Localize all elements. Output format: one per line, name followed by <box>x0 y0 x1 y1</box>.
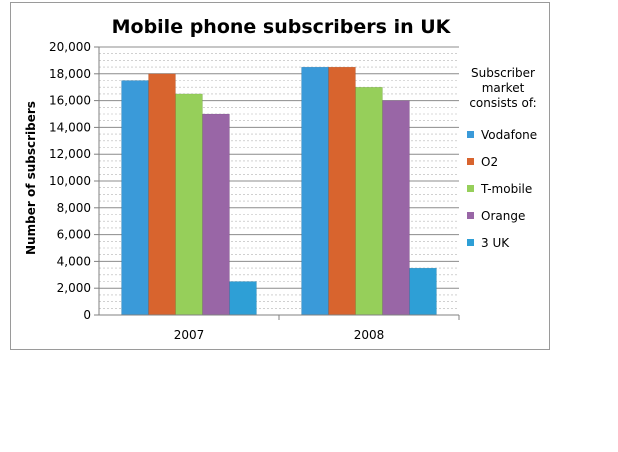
bar-3-uk-2007 <box>229 281 257 316</box>
legend-swatch <box>467 131 474 138</box>
bar-chart: Mobile phone subscribers in UK Number of… <box>24 16 537 342</box>
y-tick-label: 6,000 <box>57 228 91 242</box>
bar-vodafone-2007 <box>121 80 149 316</box>
legend-entry: T-mobile <box>480 182 532 196</box>
axes: 0 2,000 4,000 6,000 8,000 10,000 12,000 14,000 1… <box>49 40 460 342</box>
legend-entry: Vodafone <box>481 128 537 142</box>
legend-entry: O2 <box>481 155 498 169</box>
legend-swatch <box>467 185 474 192</box>
x-tick-label: 2008 <box>354 328 385 342</box>
chart-frame: Mobile phone subscribers in UK Number of… <box>10 2 550 350</box>
y-tick-label: 8,000 <box>57 201 91 215</box>
legend-title-line: Subscriber <box>471 66 535 80</box>
legend-swatch <box>467 239 474 246</box>
y-tick-label: 16,000 <box>49 94 91 108</box>
legend-title-line: market <box>482 81 525 95</box>
bar-o2-2008 <box>328 66 356 316</box>
bar-3-uk-2008 <box>409 267 437 316</box>
bar-t-mobile-2008 <box>355 86 383 316</box>
y-tick-label: 18,000 <box>49 67 91 81</box>
x-tick-label: 2007 <box>174 328 205 342</box>
y-tick-label: 0 <box>83 308 91 322</box>
bar-orange-2008 <box>382 100 410 316</box>
y-tick-label: 10,000 <box>49 174 91 188</box>
legend-swatch <box>467 212 474 219</box>
legend-entry: 3 UK <box>481 236 510 250</box>
bars <box>121 66 437 316</box>
y-tick-label: 12,000 <box>49 147 91 161</box>
bar-vodafone-2008 <box>301 66 329 316</box>
y-tick-label: 2,000 <box>57 281 91 295</box>
y-tick-label: 14,000 <box>49 120 91 134</box>
legend-entry: Orange <box>481 209 525 223</box>
bar-o2-2007 <box>148 73 176 316</box>
y-tick-label: 20,000 <box>49 40 91 54</box>
legend-swatch <box>467 158 474 165</box>
y-axis-label: Number of subscribers <box>24 101 38 255</box>
legend-title-line: consists of: <box>469 96 536 110</box>
bar-orange-2007 <box>202 113 230 316</box>
y-tick-label: 4,000 <box>57 254 91 268</box>
bar-t-mobile-2007 <box>175 93 203 316</box>
chart-title: Mobile phone subscribers in UK <box>112 16 452 38</box>
